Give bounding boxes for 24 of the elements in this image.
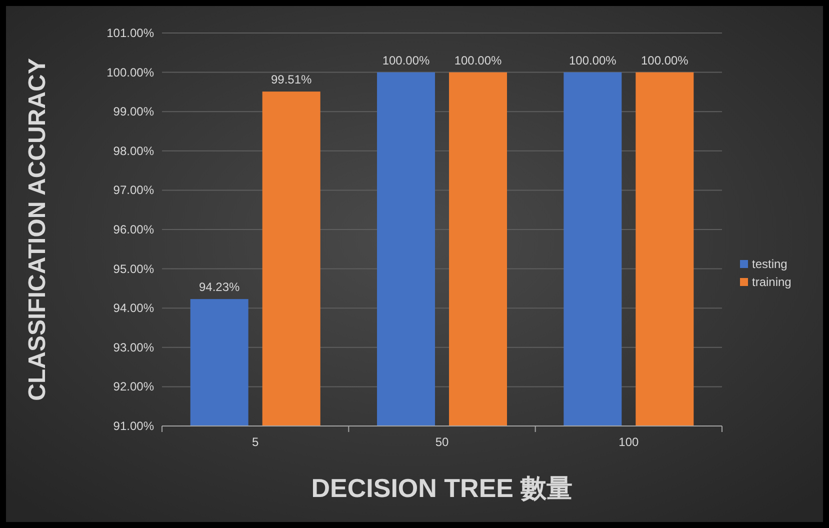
- y-tick-label: 93.00%: [113, 340, 154, 354]
- x-tick-label: 50: [435, 435, 449, 449]
- y-tick-label: 100.00%: [106, 65, 154, 80]
- y-tick-label: 95.00%: [113, 262, 154, 276]
- legend-label: training: [752, 275, 792, 289]
- data-label: 100.00%: [640, 53, 689, 68]
- x-tick-label: 5: [252, 435, 259, 449]
- data-label: 99.51%: [270, 72, 312, 87]
- data-label: 100.00%: [454, 53, 502, 68]
- y-tick-label: 92.00%: [113, 380, 154, 394]
- y-tick-label: 99.00%: [113, 104, 154, 119]
- y-tick-label: 91.00%: [113, 419, 154, 433]
- data-label: 94.23%: [198, 280, 240, 294]
- x-axis-title: DECISION TREE 數量: [311, 473, 573, 503]
- x-tick-label: 100: [618, 435, 639, 449]
- y-tick-label: 94.00%: [113, 301, 154, 316]
- y-axis-title: CLASSIFICATION ACCURACY: [24, 58, 51, 401]
- y-tick-label: 101.00%: [106, 26, 154, 40]
- y-tick-label: 97.00%: [113, 183, 154, 198]
- data-label: 100.00%: [568, 53, 617, 68]
- data-label: 100.00%: [382, 53, 430, 68]
- y-tick-label: 98.00%: [113, 144, 154, 158]
- legend-label: testing: [752, 257, 788, 271]
- y-tick-label: 96.00%: [113, 222, 154, 236]
